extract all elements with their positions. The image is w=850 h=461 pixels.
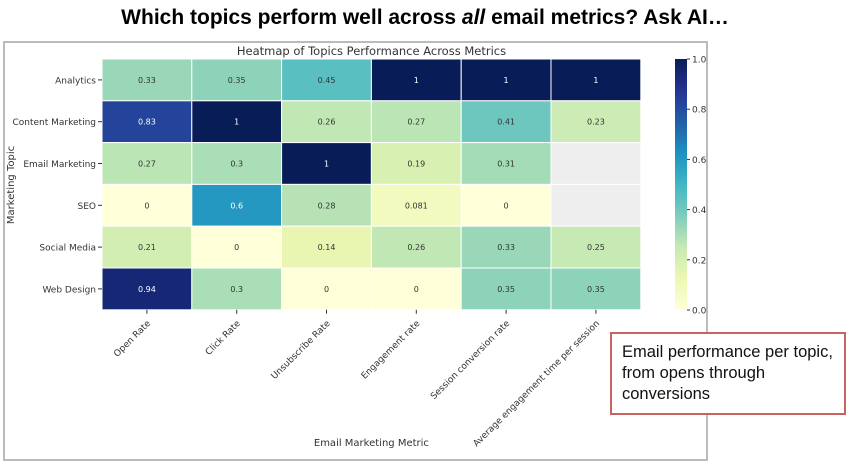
heatmap-cell bbox=[550, 100, 642, 144]
x-tick-label: Click Rate bbox=[204, 319, 243, 358]
heatmap-cell bbox=[370, 142, 462, 185]
cell-label: 0.41 bbox=[497, 118, 515, 127]
y-tick-label: Social Media bbox=[39, 244, 96, 254]
x-tick-label: Unsubscribe Rate bbox=[270, 319, 333, 382]
cell-label: 0.33 bbox=[497, 243, 515, 252]
cell-label: 0.14 bbox=[318, 243, 336, 252]
heatmap-cell bbox=[460, 58, 552, 102]
cell-label: 0.3 bbox=[230, 285, 243, 294]
heatmap-cell bbox=[550, 58, 642, 102]
y-tick-label: Analytics bbox=[55, 76, 96, 86]
cell-label: 0.6 bbox=[230, 201, 243, 210]
cell-label: 0.35 bbox=[228, 76, 246, 85]
title-emphasis: all bbox=[461, 6, 486, 29]
cell-label: 1 bbox=[234, 118, 239, 127]
cell-label: 0 bbox=[234, 243, 239, 252]
slide-title: Which topics perform well across all ema… bbox=[0, 6, 850, 30]
cell-label: 0 bbox=[414, 285, 419, 294]
cell-label: 0.3 bbox=[230, 160, 243, 169]
heatmap-cell bbox=[191, 225, 283, 269]
heatmap-cell bbox=[460, 100, 552, 144]
x-axis-label: Email Marketing Metric bbox=[314, 438, 429, 449]
heatmap-cell bbox=[550, 142, 642, 185]
heatmap-cell bbox=[550, 267, 642, 311]
heatmap-cell bbox=[370, 100, 462, 144]
heatmap-cell bbox=[281, 225, 372, 269]
chart-title: Heatmap of Topics Performance Across Met… bbox=[236, 44, 507, 58]
cell-label: 0.26 bbox=[318, 118, 336, 127]
y-tick-label: SEO bbox=[78, 202, 96, 212]
y-tick-label: Content Marketing bbox=[12, 118, 96, 128]
heatmap-cell bbox=[191, 58, 283, 102]
cell-label: 0.45 bbox=[318, 76, 336, 85]
cell-label: 0.23 bbox=[587, 118, 605, 127]
callout-line-1: Email performance per topic, bbox=[622, 343, 833, 361]
title-text: Which topics perform well across bbox=[121, 6, 462, 29]
cell-label: 0.35 bbox=[587, 285, 605, 294]
cell-label: 0.19 bbox=[407, 160, 425, 169]
heatmap-cell bbox=[191, 267, 283, 311]
cell-label: 0.35 bbox=[497, 285, 515, 294]
cell-label: 0.27 bbox=[407, 118, 425, 127]
colorbar-tick-label: 0.8 bbox=[692, 106, 707, 116]
cell-label: 0.94 bbox=[138, 285, 156, 294]
cell-label: 1 bbox=[593, 76, 598, 85]
cell-label: 0.21 bbox=[138, 243, 156, 252]
heatmap-cell bbox=[460, 267, 552, 311]
cell-label: 0.31 bbox=[497, 160, 515, 169]
cell-label: 1 bbox=[504, 76, 509, 85]
colorbar-tick-label: 0.0 bbox=[692, 307, 707, 317]
cell-label: 1 bbox=[324, 160, 329, 169]
callout-line-2: from opens through conversions bbox=[622, 364, 766, 403]
colorbar-tick-label: 0.6 bbox=[692, 156, 707, 166]
cell-label: 0.27 bbox=[138, 160, 156, 169]
cell-label: 0.28 bbox=[318, 201, 336, 210]
cell-label: 0.25 bbox=[587, 243, 605, 252]
cell-label: 0 bbox=[504, 201, 509, 210]
colorbar-tick-label: 1.0 bbox=[692, 56, 707, 66]
y-axis-label: Marketing Topic bbox=[6, 146, 17, 224]
colorbar-tick-label: 0.4 bbox=[692, 206, 707, 216]
cell-label: 0.83 bbox=[138, 118, 156, 127]
cell-label: 0 bbox=[324, 285, 329, 294]
heatmap-cell bbox=[101, 100, 193, 144]
cell-label: 0.26 bbox=[407, 243, 425, 252]
cell-label: 0 bbox=[144, 201, 149, 210]
y-tick-label: Web Design bbox=[42, 285, 96, 295]
colorbar-tick-label: 0.2 bbox=[692, 256, 706, 266]
x-tick-label: Engagement rate bbox=[360, 319, 423, 382]
y-tick-label: Email Marketing bbox=[23, 160, 96, 170]
colorbar bbox=[675, 59, 687, 310]
heatmap-cell bbox=[550, 225, 642, 269]
callout-box: Email performance per topic, from opens … bbox=[610, 332, 846, 415]
cell-label: 1 bbox=[414, 76, 419, 85]
x-tick-label: Open Rate bbox=[112, 319, 153, 360]
title-text-end: email metrics? Ask AI… bbox=[485, 6, 729, 29]
heatmap-cell bbox=[460, 142, 552, 185]
cell-label: 0.33 bbox=[138, 76, 156, 85]
heatmap-cell bbox=[191, 142, 283, 185]
cell-label: 0.081 bbox=[405, 201, 428, 210]
x-tick-label: Session conversion rate bbox=[429, 319, 512, 402]
heatmap-cell bbox=[370, 183, 462, 227]
heatmap-cell bbox=[281, 100, 372, 144]
heatmap-cell bbox=[550, 183, 642, 227]
heatmap-cell bbox=[370, 267, 462, 311]
heatmap-cell bbox=[460, 183, 552, 227]
